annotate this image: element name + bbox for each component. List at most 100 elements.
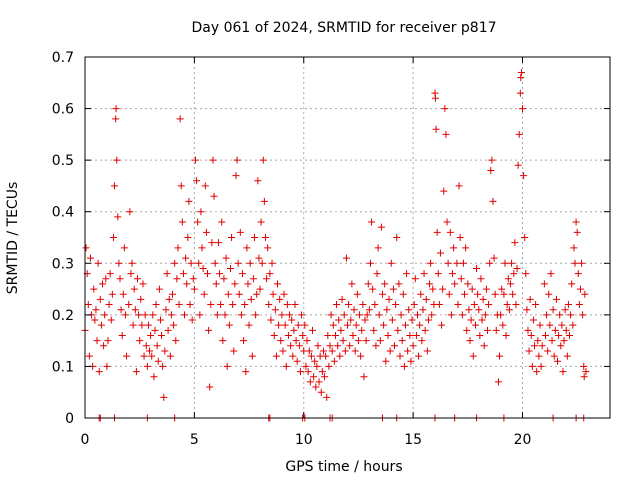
data-point [459,259,467,267]
data-point [515,130,523,138]
data-point [354,337,362,345]
data-point [397,311,405,319]
data-point [282,362,290,370]
data-point [547,270,555,278]
data-point [568,280,576,288]
data-point [477,275,485,283]
data-point [580,373,588,381]
data-point [457,275,465,283]
data-point [233,156,241,164]
data-point [337,326,345,334]
data-point [181,311,189,319]
data-point [387,259,395,267]
data-point [349,331,357,339]
data-point [248,352,256,360]
data-point [271,306,279,314]
data-point [118,331,126,339]
data-point [86,254,94,262]
data-point [163,270,171,278]
data-point [251,234,259,241]
data-point [468,285,476,293]
data-point [497,311,505,319]
data-point [362,337,370,345]
data-point [298,311,306,319]
data-point [364,280,372,288]
data-point [381,280,389,288]
data-point [451,280,459,288]
data-point [191,156,199,164]
data-point [326,342,334,350]
data-point [450,244,458,252]
data-point [106,270,114,278]
data-point [164,326,172,334]
data-point [575,301,583,309]
data-point [241,301,249,309]
data-point [111,182,119,190]
data-point [363,311,371,319]
data-point [525,347,533,355]
data-point [481,311,489,319]
data-point [398,337,406,345]
data-point [538,342,546,350]
data-point [485,301,493,309]
data-point [428,311,436,319]
data-point [531,342,539,350]
data-point [504,275,512,283]
data-point [270,331,278,339]
data-point [335,316,343,324]
data-point [503,301,511,309]
data-point [324,331,332,339]
data-point [429,285,437,293]
data-point [357,352,365,360]
data-point [423,347,431,355]
data-point [296,368,304,376]
data-point [291,301,299,309]
data-point [102,275,110,283]
data-point [519,105,526,113]
data-point [574,270,582,278]
data-point [368,218,376,226]
data-point [358,326,366,334]
data-point [537,362,545,370]
data-point [114,213,122,221]
data-point [288,316,296,324]
data-point [278,311,286,319]
data-point [149,311,157,319]
data-point [464,280,472,288]
data-point [395,280,403,288]
data-point [244,280,252,288]
data-point [284,331,292,339]
data-point [129,321,137,329]
data-point [318,368,326,376]
data-point [328,347,336,355]
data-point [339,337,347,345]
data-point [109,234,117,241]
data-point [179,270,187,278]
data-point [104,337,112,345]
x-axis-label: GPS time / hours [285,459,402,475]
data-point [385,295,393,303]
data-point [384,331,392,339]
data-point [529,316,537,324]
data-point [415,352,423,360]
data-point [159,362,167,370]
data-point [162,306,170,314]
data-point [491,290,499,298]
data-point [338,295,346,303]
data-point [276,295,284,303]
data-point [184,234,192,241]
data-point [543,311,551,319]
data-point [295,342,303,350]
data-point [235,290,243,298]
data-point [267,316,275,324]
data-point [252,311,260,319]
data-point [210,192,218,200]
data-point [496,352,504,360]
data-point [556,311,564,319]
data-point [134,275,141,283]
data-point [411,275,419,283]
data-point [211,259,219,267]
data-point [436,249,444,257]
data-point [141,311,149,319]
data-point [424,316,432,324]
